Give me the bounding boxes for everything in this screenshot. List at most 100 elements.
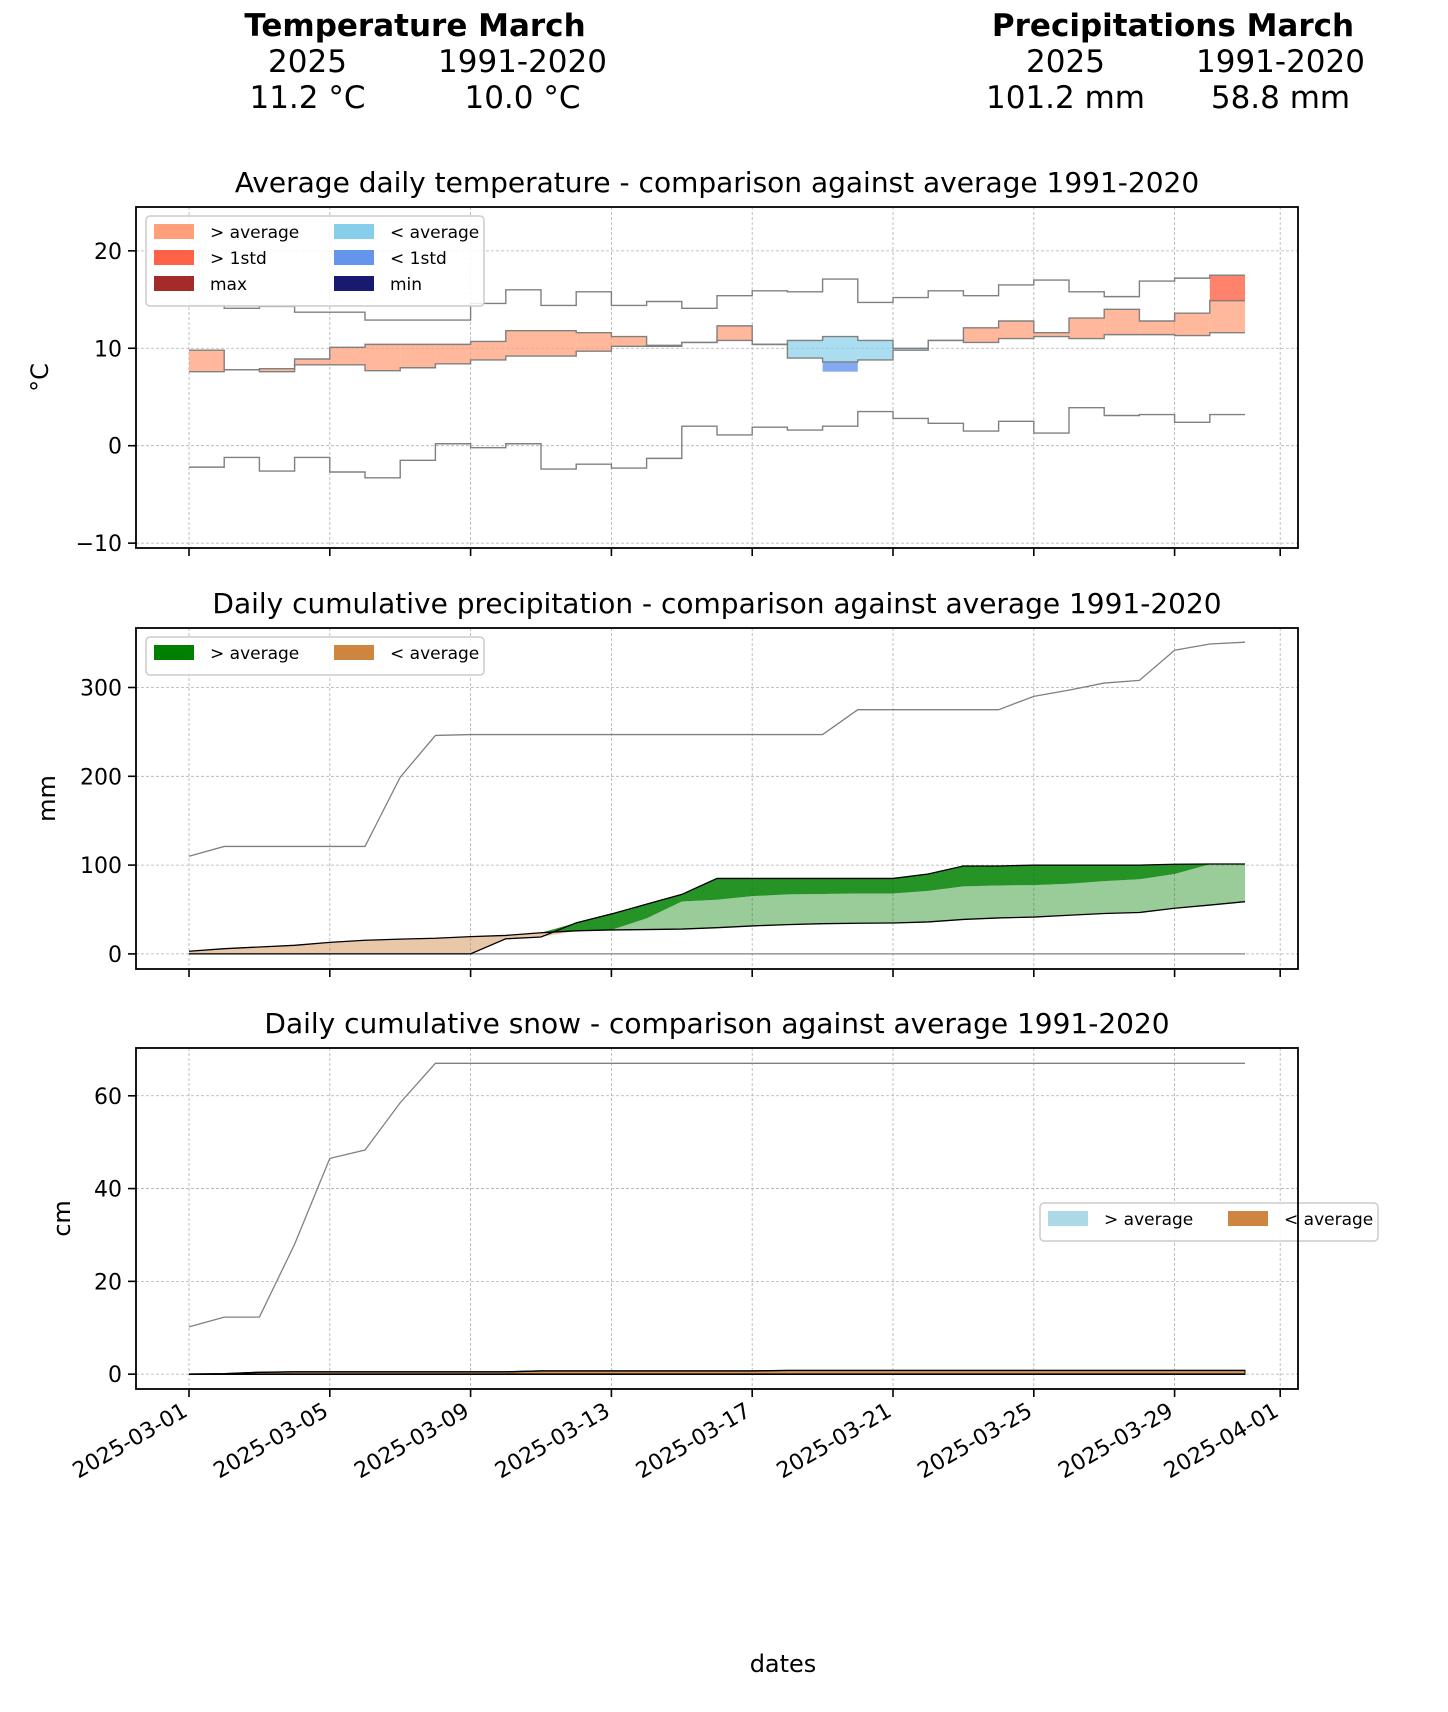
legend: > average < average [1039,1202,1379,1242]
legend-box [1039,1202,1379,1242]
legend-label: max [210,275,247,295]
above-average-bar [505,330,541,357]
above-average-bar [365,344,401,371]
below-average-bar [857,340,893,360]
y-tick-label: 200 [80,765,122,790]
above-average-bar [400,344,436,368]
record-min-line [189,407,1245,479]
legend: > average < average [145,636,485,676]
y-tick-label: 100 [80,854,122,879]
y-tick-label: 0 [108,435,122,460]
temperature-period-label: 1991-2020 [438,44,607,80]
legend-swatch [154,224,194,239]
precipitation-year-label: 2025 [1026,44,1105,80]
below-1std-bar [822,361,858,372]
temperature-summary: Temperature March 2025 1991-2020 11.2 °C… [200,8,630,116]
chart-panel-2: Daily cumulative precipitation - compari… [33,587,1299,977]
x-tick-label: 2025-03-01 [69,1399,192,1485]
legend-label: > average [1104,1210,1193,1230]
below-average-area [189,901,1245,954]
y-tick-label: 300 [80,676,122,701]
precipitation-year-value: 101.2 mm [986,80,1145,116]
legend-label: < average [390,223,479,243]
above-average-bar [541,330,577,357]
x-tick-label: 2025-03-17 [632,1399,755,1485]
axes-frame [135,1047,1299,1390]
above-average-bar [1033,332,1069,337]
legend-swatch [334,250,374,265]
x-axis-label: dates [750,1650,817,1678]
current-year-line [189,863,1245,955]
legend-label: < 1std [390,249,447,269]
legend-label: < average [1284,1210,1373,1230]
below-average-bar [822,336,858,362]
above-average-bar [963,327,999,343]
precipitation-summary-title: Precipitations March [991,8,1355,44]
record-max-line [188,641,1246,857]
precipitation-summary: Precipitations March 2025 1991-2020 101.… [958,8,1388,116]
above-average-bar [329,347,365,365]
x-tick-label: 2025-03-25 [914,1399,1037,1485]
temperature-period-value: 10.0 °C [464,80,581,116]
above-average-bar [576,332,612,352]
chart-panel-3: Daily cumulative snow - comparison again… [48,1007,1379,1678]
legend-label: > 1std [210,249,267,269]
y-tick-label: −10 [76,532,122,557]
legend-swatch [154,276,194,291]
x-tick-label: 2025-03-13 [491,1399,614,1485]
current-year-line [189,299,1245,371]
above-average-bar [470,341,506,360]
above-average-bar [259,368,295,372]
y-tick-label: 60 [94,1085,122,1110]
legend-swatch [1048,1211,1088,1226]
legend-swatch [334,276,374,291]
legend-label: > average [210,644,299,664]
precipitation-period-value: 58.8 mm [1210,80,1351,116]
legend-box [145,215,485,307]
above-average-bar [294,358,330,365]
x-tick-label: 2025-03-29 [1054,1399,1177,1485]
axes-frame [135,627,1299,970]
above-1std-area [189,864,1245,952]
above-average-bar [1104,309,1140,335]
above-average-bar [435,344,471,364]
above-average-bar [998,320,1034,339]
y-tick-label: 0 [108,943,122,968]
x-tick-label: 2025-04-01 [1160,1399,1283,1485]
legend-box [145,636,485,676]
above-average-bar [1209,300,1245,333]
y-axis-label: mm [33,775,61,822]
legend-label: < average [390,644,479,664]
x-tick-label: 2025-03-21 [773,1399,896,1485]
legend: > average > 1std max < average < 1std min [145,215,485,307]
y-tick-label: 40 [94,1178,122,1203]
above-average-bar [1174,313,1210,336]
y-tick-label: 20 [94,1270,122,1295]
x-tick-label: 2025-03-09 [350,1399,473,1485]
y-tick-label: 0 [108,1363,122,1388]
chart-title: Daily cumulative precipitation - compari… [212,587,1221,620]
record-max-line [189,274,1245,321]
record-max-line [188,1062,1245,1328]
x-tick-label: 2025-03-05 [210,1399,333,1485]
chart-title: Average daily temperature - comparison a… [235,166,1199,199]
above-average-bar [1069,318,1105,339]
y-axis-label: cm [48,1200,76,1237]
temperature-year-label: 2025 [268,44,347,80]
below-average-bar [893,348,929,351]
above-average-bar [189,350,225,372]
legend-swatch [334,224,374,239]
above-average-area [189,864,1245,952]
y-axis-label: °C [26,363,54,392]
above-average-bar [611,336,647,347]
legend-swatch [154,645,194,660]
above-average-bar [1139,320,1175,335]
temperature-year-value: 11.2 °C [249,80,366,116]
chart-title: Daily cumulative snow - comparison again… [264,1007,1169,1040]
average-line [188,1369,1245,1375]
temperature-summary-title: Temperature March [244,8,586,44]
below-average-bar [787,340,823,359]
legend-label: min [390,275,422,295]
axes-frame [135,206,1299,549]
